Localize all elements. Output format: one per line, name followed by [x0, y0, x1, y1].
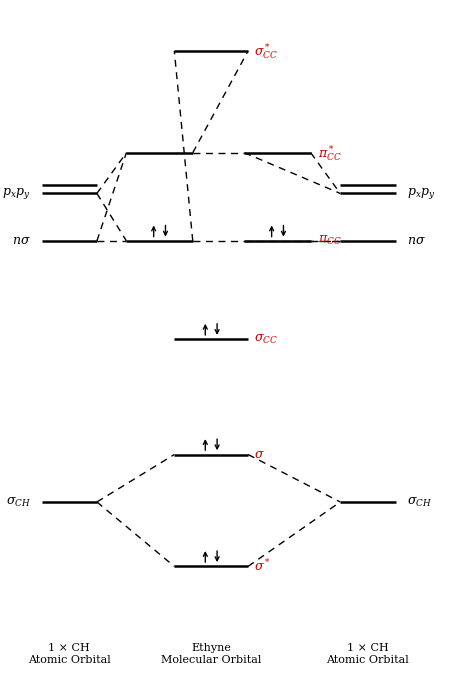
Text: $\sigma_{CC}$: $\sigma_{CC}$ — [254, 333, 277, 346]
Text: $p_xp_y$: $p_xp_y$ — [2, 186, 30, 201]
Text: 1 × CH
Atomic Orbital: 1 × CH Atomic Orbital — [28, 643, 110, 665]
Text: $n\sigma$: $n\sigma$ — [12, 235, 30, 247]
Text: $\sigma_{CH}$: $\sigma_{CH}$ — [407, 495, 432, 509]
Text: $n\sigma$: $n\sigma$ — [407, 235, 426, 247]
Text: $\sigma^*_{CC}$: $\sigma^*_{CC}$ — [254, 42, 277, 61]
Text: $\sigma_{CH}$: $\sigma_{CH}$ — [6, 495, 30, 509]
Text: $\pi^*_{CC}$: $\pi^*_{CC}$ — [318, 143, 342, 163]
Text: $p_xp_y$: $p_xp_y$ — [407, 186, 435, 201]
Text: $\sigma^*$: $\sigma^*$ — [254, 558, 271, 574]
Text: 1 × CH
Atomic Orbital: 1 × CH Atomic Orbital — [327, 643, 409, 665]
Text: $\pi_{CC}$: $\pi_{CC}$ — [318, 235, 342, 248]
Text: Ethyne
Molecular Orbital: Ethyne Molecular Orbital — [161, 643, 261, 665]
Text: $\sigma$: $\sigma$ — [254, 448, 264, 461]
